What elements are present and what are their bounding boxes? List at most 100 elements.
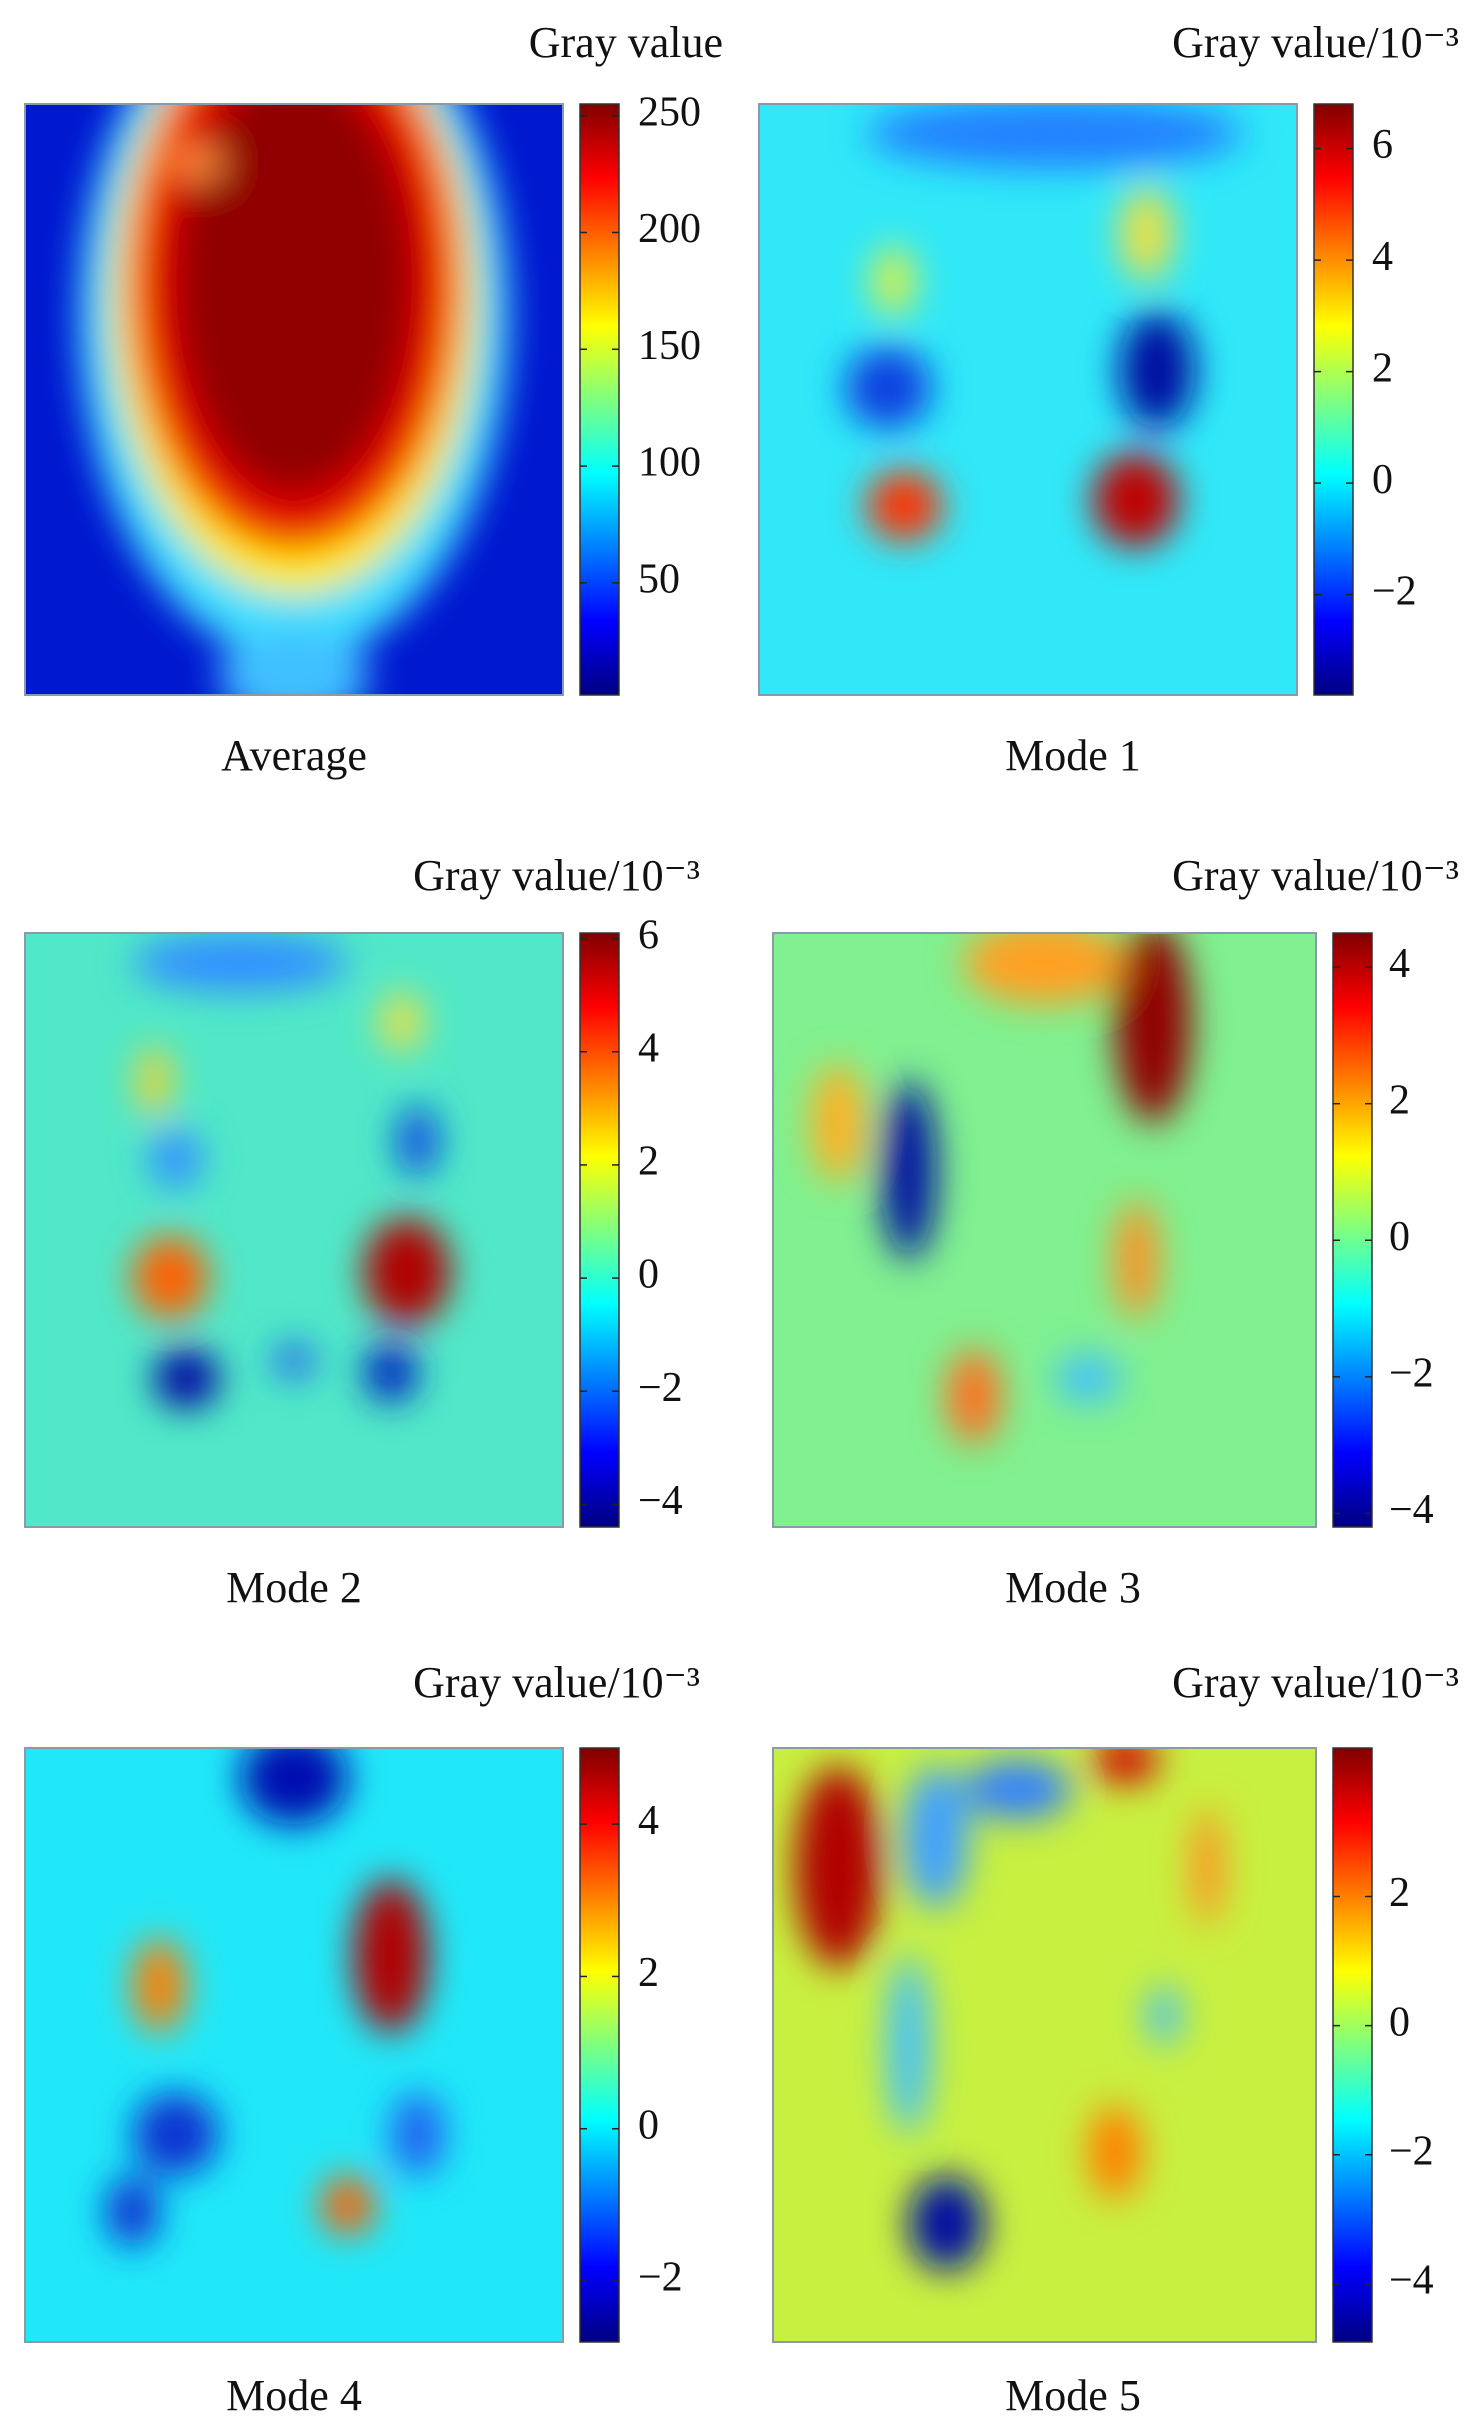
heatmap-features <box>845 104 1244 548</box>
colorbar-tick-label: 0 <box>638 1252 659 1298</box>
heatmap-blob <box>1119 186 1174 282</box>
panel-title: Mode 4 <box>226 2371 362 2420</box>
heatmap-background <box>773 933 1316 1527</box>
heatmap-blob <box>908 2175 985 2271</box>
colorbar-tick-label: −4 <box>1389 2258 1434 2304</box>
heatmap-blob <box>963 1759 1072 1820</box>
heatmap-blob <box>380 992 424 1052</box>
heatmap-blob <box>396 1105 440 1177</box>
panel-title: Average <box>221 731 367 780</box>
heatmap-border <box>24 932 564 1528</box>
colorbar-label: Gray value <box>529 18 723 67</box>
heatmap-blob <box>390 2092 445 2176</box>
heatmap <box>773 1748 1316 2342</box>
heatmap-blob <box>811 1063 866 1183</box>
heatmap <box>25 933 563 1527</box>
heatmap-blob <box>1092 452 1179 548</box>
colorbar-tick-label: 150 <box>638 323 701 369</box>
panel: −4 −2 0 2 4 Gray value/10⁻³ Mode 3 <box>772 851 1459 1612</box>
heatmap-blob <box>794 1765 882 1968</box>
colorbar <box>1332 1747 1373 2343</box>
colorbar <box>579 932 620 1528</box>
colorbar-tick-label: −4 <box>638 1478 683 1524</box>
colorbar-tick-label: −2 <box>1389 1350 1434 1396</box>
heatmap-blob <box>175 104 413 494</box>
colorbar <box>579 103 620 696</box>
panel: −4 −2 0 2 4 6 Gray value/10⁻³ Mode 2 <box>24 851 700 1612</box>
colorbar-tick-label: −2 <box>1372 568 1417 614</box>
colorbar-tick-label: 2 <box>638 1139 659 1185</box>
colorbar-label: Gray value/10⁻³ <box>1172 851 1459 900</box>
colorbar-tick-label: −4 <box>1389 1487 1434 1533</box>
panel-title: Mode 1 <box>1005 731 1141 780</box>
colorbar-tick-label: 250 <box>638 89 701 135</box>
panel-title: Mode 3 <box>1005 1563 1141 1612</box>
colorbar-tick-label: −2 <box>1389 2128 1434 2174</box>
colorbar-tick-label: 0 <box>1389 1214 1410 1260</box>
colorbar-tick-label: 0 <box>638 2102 659 2148</box>
heatmap-blob <box>963 933 1126 1005</box>
colorbar <box>579 1747 620 2343</box>
heatmap-blob <box>320 2175 375 2236</box>
colorbar-label: Gray value/10⁻³ <box>1172 1658 1459 1707</box>
heatmap-blob <box>148 1129 203 1189</box>
panel-title: Mode 2 <box>226 1563 362 1612</box>
heatmap-border <box>24 1747 564 2343</box>
colorbar-tick-label: 2 <box>638 1950 659 1996</box>
heatmap-blob <box>132 1235 208 1320</box>
colorbar-tick-label: 0 <box>1372 457 1393 503</box>
panel: −4 −2 0 2 Gray value/10⁻³ Mode 5 <box>772 1658 1459 2420</box>
heatmap-blob <box>845 346 932 430</box>
colorbar-tick-label: 200 <box>638 206 701 252</box>
heatmap-blob <box>866 104 1244 169</box>
panel: 50 100 150 200 250 Gray value Average <box>24 18 723 780</box>
colorbar-tick-label: 4 <box>1372 234 1393 280</box>
heatmap-blob <box>1087 2104 1143 2200</box>
heatmap-blob <box>218 630 370 695</box>
heatmap-blob <box>132 1938 187 2034</box>
colorbar-tick-label: 50 <box>638 557 680 603</box>
heatmap-blob <box>1115 1200 1159 1320</box>
heatmap-features <box>132 933 451 1409</box>
heatmap-blob <box>887 1955 931 2135</box>
heatmap-blob <box>1191 1807 1224 1927</box>
heatmap-blob <box>866 470 942 542</box>
colorbar-tick-label: −2 <box>638 2255 683 2301</box>
colorbar-tick-label: 6 <box>1372 122 1393 168</box>
colorbar-tick-label: 100 <box>638 440 701 486</box>
heatmap-blob <box>353 1878 429 2034</box>
heatmap-blob <box>1147 1985 1181 2046</box>
colorbar-tick-label: 4 <box>1389 941 1410 987</box>
colorbar <box>1332 932 1373 1528</box>
heatmap-blob <box>132 2092 219 2176</box>
heatmap-blob <box>105 2175 160 2247</box>
colorbar-tick-label: 2 <box>1389 1077 1410 1123</box>
colorbar <box>1313 103 1354 696</box>
heatmap-blob <box>1093 1748 1159 1784</box>
heatmap-blob <box>946 1348 1002 1444</box>
colorbar-label: Gray value/10⁻³ <box>413 1658 700 1707</box>
heatmap-background <box>25 1748 563 2342</box>
heatmap-border <box>772 1747 1317 2343</box>
heatmap <box>773 933 1316 1527</box>
heatmap-blob <box>137 1045 171 1118</box>
panel: −2 0 2 4 6 Gray value/10⁻³ Mode 1 <box>758 18 1459 780</box>
heatmap-blob <box>903 1765 969 1909</box>
heatmap <box>25 104 563 695</box>
panel-title: Mode 5 <box>1005 2371 1141 2420</box>
colorbar-label: Gray value/10⁻³ <box>1172 18 1459 67</box>
colorbar-tick-label: −2 <box>638 1365 683 1411</box>
heatmap-background <box>25 933 563 1527</box>
heatmap-blob <box>154 1348 219 1409</box>
heatmap-blob <box>363 1342 418 1403</box>
colorbar-label: Gray value/10⁻³ <box>413 851 700 900</box>
heatmap-blob <box>1119 310 1195 430</box>
heatmap <box>25 1748 563 2342</box>
heatmap-features <box>105 1748 445 2247</box>
heatmap-blob <box>132 933 348 993</box>
colorbar-tick-label: 2 <box>1389 1870 1410 1916</box>
heatmap-border <box>772 932 1317 1528</box>
panel: −2 0 2 4 Gray value/10⁻³ Mode 4 <box>24 1658 700 2420</box>
heatmap-features <box>811 933 1192 1444</box>
heatmap-features <box>78 104 510 695</box>
